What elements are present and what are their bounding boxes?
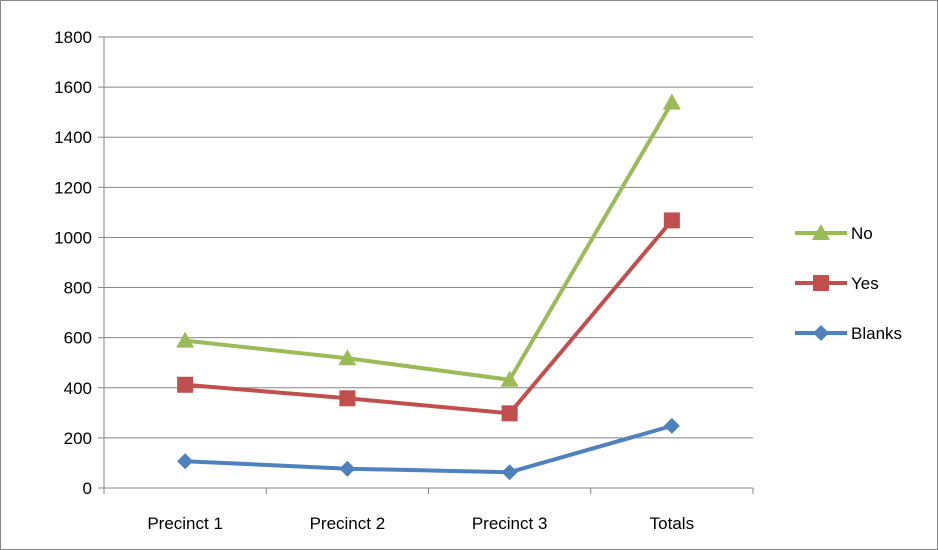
- legend-marker: [813, 275, 829, 291]
- y-tick-label: 0: [83, 479, 92, 498]
- legend-marker: [813, 325, 829, 341]
- y-tick-label: 800: [64, 279, 92, 298]
- y-tick-label: 1400: [54, 128, 92, 147]
- y-tick-label: 1800: [54, 28, 92, 47]
- x-axis-tick-labels: Precinct 1 Precinct 2 Precinct 3 Totals: [147, 514, 694, 533]
- legend-entry-no: No: [795, 224, 873, 243]
- y-tick-label: 1600: [54, 78, 92, 97]
- legend-label: No: [851, 224, 873, 243]
- data-point-yes: [177, 377, 193, 393]
- series-layer: [176, 94, 681, 481]
- data-point-blanks: [664, 418, 680, 434]
- data-point-blanks: [177, 453, 193, 469]
- y-tick-label: 1000: [54, 228, 92, 247]
- x-tick-label: Totals: [650, 514, 694, 533]
- data-point-yes: [502, 405, 518, 421]
- data-point-yes: [339, 390, 355, 406]
- legend-label: Blanks: [851, 324, 902, 343]
- axes: [98, 37, 753, 494]
- series-yes: [177, 212, 680, 421]
- data-point-blanks: [502, 464, 518, 480]
- y-axis-tick-labels: 0 200 400 600 800 1000 1200 1400 1600 1800: [54, 28, 92, 498]
- legend: No Yes Blanks: [795, 224, 902, 343]
- series-line-yes: [185, 220, 672, 413]
- legend-label: Yes: [851, 274, 879, 293]
- data-point-yes: [664, 212, 680, 228]
- y-tick-label: 600: [64, 329, 92, 348]
- x-tick-label: Precinct 2: [310, 514, 386, 533]
- series-line-no: [185, 103, 672, 380]
- data-point-blanks: [339, 461, 355, 477]
- y-tick-label: 200: [64, 429, 92, 448]
- data-point-no: [663, 94, 681, 110]
- legend-entry-yes: Yes: [795, 274, 879, 293]
- x-tick-label: Precinct 3: [472, 514, 548, 533]
- series-line-blanks: [185, 426, 672, 472]
- y-tick-label: 1200: [54, 178, 92, 197]
- y-tick-label: 400: [64, 379, 92, 398]
- x-tick-label: Precinct 1: [147, 514, 223, 533]
- series-blanks: [177, 418, 680, 480]
- legend-entry-blanks: Blanks: [795, 324, 902, 343]
